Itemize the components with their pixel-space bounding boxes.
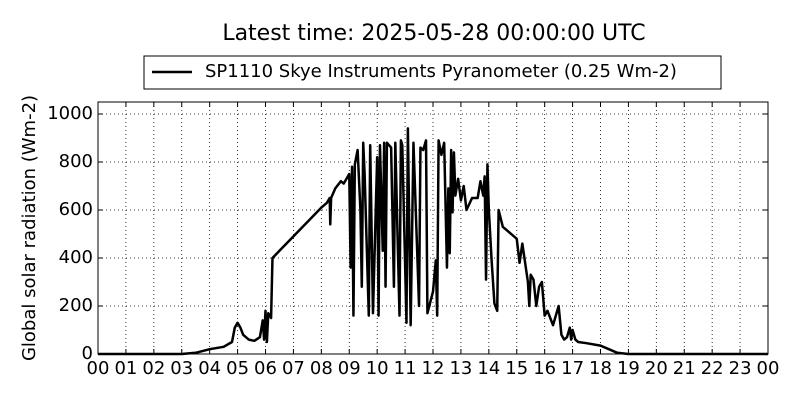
x-tick-label: 07 — [282, 358, 305, 379]
x-tick-label: 00 — [87, 358, 110, 379]
x-tick-label: 18 — [589, 358, 612, 379]
x-tick-label: 11 — [394, 358, 417, 379]
x-tick-label: 06 — [254, 358, 277, 379]
x-tick-label: 03 — [170, 358, 193, 379]
y-tick-label: 0 — [82, 343, 93, 364]
x-tick-label: 22 — [701, 358, 724, 379]
x-tick-label: 08 — [310, 358, 333, 379]
x-tick-label: 14 — [477, 358, 500, 379]
y-tick-label: 400 — [59, 247, 93, 268]
x-tick-label: 17 — [561, 358, 584, 379]
x-tick-label: 15 — [505, 358, 528, 379]
x-tick-label: 10 — [366, 358, 389, 379]
x-tick-label: 16 — [533, 358, 556, 379]
x-tick-label: 13 — [449, 358, 472, 379]
x-tick-label: 09 — [338, 358, 361, 379]
chart-title: Latest time: 2025-05-28 00:00:00 UTC — [222, 21, 645, 46]
y-tick-label: 800 — [59, 151, 93, 172]
x-tick-label: 02 — [142, 358, 165, 379]
data-line — [98, 127, 768, 356]
legend — [143, 55, 722, 90]
x-tick-label: 01 — [114, 358, 137, 379]
x-tick-label: 19 — [617, 358, 640, 379]
y-tick-label: 1000 — [47, 103, 93, 124]
x-tick-label: 20 — [645, 358, 668, 379]
y-tick-label: 200 — [59, 295, 93, 316]
x-tick-label: 05 — [226, 358, 249, 379]
x-tick-label: 00 — [757, 358, 780, 379]
x-tick-label: 21 — [673, 358, 696, 379]
y-axis-label: Global solar radiation (Wm-2) — [19, 95, 40, 361]
x-tick-label: 23 — [729, 358, 752, 379]
x-tick-label: 04 — [198, 358, 221, 379]
plot-frame — [97, 101, 769, 355]
y-tick-label: 600 — [59, 199, 93, 220]
legend-label: SP1110 Skye Instruments Pyranometer (0.2… — [205, 61, 677, 82]
x-tick-label: 12 — [422, 358, 445, 379]
